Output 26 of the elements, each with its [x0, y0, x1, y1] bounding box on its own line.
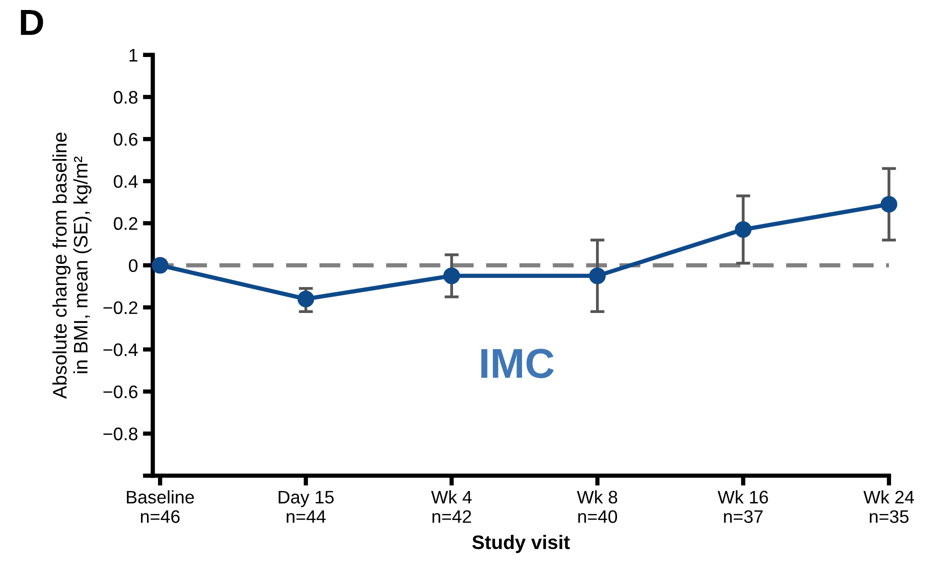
x-tick-label: Wk 16 n=37 — [718, 490, 768, 523]
x-tick-label: Wk 8 n=40 — [576, 490, 618, 523]
y-tick-label: 0.6 — [114, 133, 138, 146]
y-tick-label: 0 — [128, 259, 138, 272]
x-tick-label: Day 15 n=44 — [278, 490, 334, 523]
x-axis-title: Study visit — [472, 534, 570, 554]
point — [152, 256, 168, 274]
y-tick-label: −0.8 — [103, 428, 138, 440]
chart-title: D — [20, 10, 44, 35]
y-tick-label: 1 — [130, 49, 138, 62]
point — [589, 267, 606, 284]
point — [880, 196, 898, 213]
point — [443, 267, 460, 284]
y-axis-title: Absolute change from baseline in BMI, mean (SE), kg/m² — [52, 132, 92, 399]
y-tick-label: 0.4 — [114, 175, 138, 188]
y-tick-label: 0.2 — [114, 217, 138, 230]
point — [734, 221, 752, 238]
y-tick-label: −0.6 — [103, 385, 138, 398]
x-tick-label: Wk 24 n=35 — [863, 490, 914, 523]
x-tick-label: Wk 4 n=42 — [431, 490, 472, 523]
x-tick-label: Baseline n=46 — [126, 490, 194, 523]
y-tick-label: −0.4 — [103, 343, 138, 356]
point — [298, 290, 314, 308]
y-tick-label: −0.2 — [103, 301, 138, 314]
annotation: IMC — [481, 348, 554, 378]
y-tick-label: 0.8 — [114, 90, 138, 104]
